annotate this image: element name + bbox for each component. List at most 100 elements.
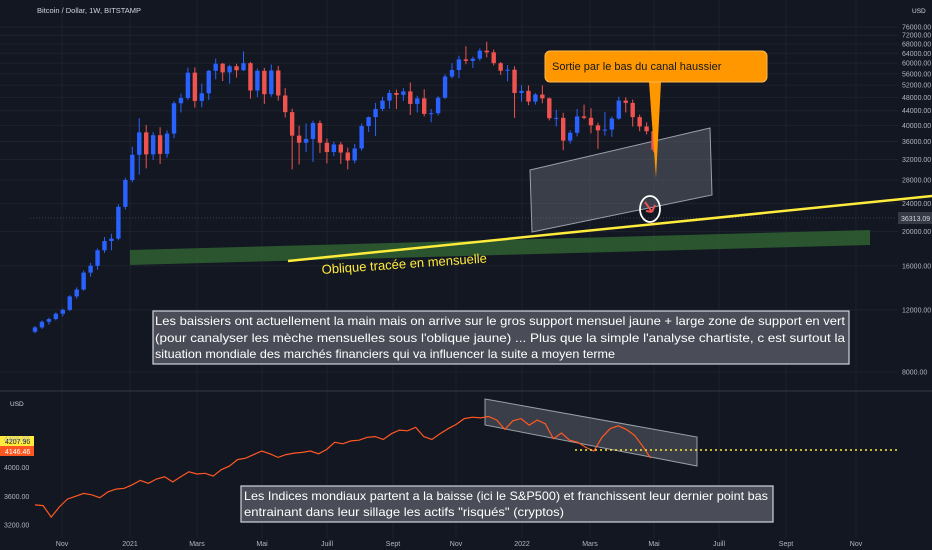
spx-scale-unit: USD <box>10 401 24 408</box>
candle <box>498 61 503 75</box>
candle <box>574 108 580 137</box>
candle <box>456 55 462 79</box>
candle <box>588 108 594 134</box>
candle <box>39 320 45 329</box>
grid-lines <box>0 0 898 538</box>
candle <box>255 68 260 98</box>
candle <box>150 131 156 161</box>
candle <box>123 177 128 210</box>
time-tick-label: Mai <box>256 541 268 548</box>
price-tick-label: 76000.00 <box>902 24 931 31</box>
price-tick-label: 24000.00 <box>902 201 931 208</box>
candle <box>338 141 343 164</box>
candle <box>609 116 615 137</box>
candle <box>178 93 184 113</box>
candle <box>595 122 601 149</box>
spx-current-badge-text: 4207.96 <box>5 439 30 446</box>
candle <box>519 85 524 102</box>
candle <box>491 49 496 66</box>
spx-note-box <box>240 485 774 523</box>
candle <box>276 66 281 101</box>
candle <box>317 120 323 153</box>
breakout-circle <box>639 195 661 223</box>
candle <box>88 262 93 277</box>
spx-tick-label: 4400.00 <box>4 436 29 443</box>
candle <box>463 46 469 65</box>
analysis-note-box <box>152 310 850 365</box>
candle <box>470 56 476 68</box>
spx-note-line-2: entrainant dans leur sillage les actifs … <box>244 506 564 519</box>
candle <box>401 88 406 101</box>
candle <box>331 141 337 157</box>
price-tick-label: 16000.00 <box>902 263 931 270</box>
candle <box>303 123 309 153</box>
price-tick-label: 12000.00 <box>902 307 931 314</box>
callout-text: Sortie par le bas du canal haussier <box>552 61 722 73</box>
price-pane[interactable]: Oblique tracée en mensuelle Sortie par l… <box>30 41 932 365</box>
time-tick-label: Juill <box>713 541 726 548</box>
candle <box>157 127 163 164</box>
spx-note-line-1: Les Indices mondiaux partent a la baisse… <box>244 490 768 503</box>
current-price-badge-text: 36313.09 <box>901 216 930 223</box>
candle <box>428 108 434 123</box>
candle <box>95 248 100 270</box>
price-tick-label: 48000.00 <box>902 95 931 102</box>
time-tick-label: Nov <box>450 541 463 548</box>
spx-scale-ticks: 3200.00 3600.00 4000.00 4400.00 <box>4 436 29 529</box>
price-tick-label: 56000.00 <box>902 71 931 78</box>
candle <box>359 123 364 151</box>
monthly-trendline[interactable] <box>287 194 932 263</box>
price-tick-label: 64000.00 <box>902 51 931 58</box>
time-axis[interactable]: Nov 2021 Mars Mai Juill Sept Nov 2022 Mars Mai Jui… <box>56 541 863 548</box>
candle <box>567 130 573 144</box>
candle <box>206 69 211 100</box>
candle <box>248 61 253 99</box>
candle <box>644 122 649 135</box>
candle <box>74 287 79 299</box>
candle <box>144 124 149 169</box>
candle <box>422 89 427 117</box>
candle <box>192 67 198 108</box>
candle <box>32 326 38 334</box>
callout-box <box>544 50 768 83</box>
candle <box>324 138 330 164</box>
candle <box>512 66 517 118</box>
price-scale-ticks: 8000.00 12000.00 16000.00 20000.00 24000.00 2… <box>902 24 931 376</box>
time-tick-label: Nov <box>850 541 863 548</box>
price-scale[interactable]: USD 8000.00 12000.00 16000.00 20000.00 24000… <box>898 8 932 377</box>
price-tick-label: 32000.00 <box>902 157 931 164</box>
time-tick-label: Mai <box>648 541 660 548</box>
candle <box>540 85 545 104</box>
spx-line <box>34 415 652 519</box>
candle <box>241 51 246 72</box>
symbol-title: Bitcoin / Dollar, 1W, BITSTAMP <box>37 6 141 15</box>
candle <box>484 41 489 58</box>
spx-current-badge <box>0 436 34 446</box>
spx-pane[interactable]: Les Indices mondiaux partent a la baisse… <box>34 398 898 523</box>
candle <box>394 89 399 109</box>
candle <box>477 48 482 61</box>
time-tick-label: Sept <box>779 541 793 548</box>
candle <box>46 317 52 325</box>
breakout-arrow <box>644 201 656 213</box>
candle <box>616 96 621 120</box>
time-tick-label: 2021 <box>122 541 138 548</box>
candle <box>283 88 288 118</box>
candle <box>505 64 510 82</box>
spx-secondary-badge <box>0 446 34 456</box>
candle <box>533 92 538 105</box>
candle <box>310 120 316 162</box>
candle <box>171 101 177 139</box>
candle <box>53 312 59 321</box>
price-tick-label: 28000.00 <box>902 177 931 184</box>
spx-tick-label: 3600.00 <box>4 494 29 501</box>
candle <box>561 112 566 151</box>
candle <box>185 67 191 100</box>
analysis-note-line-1: Les baissiers ont actuellement la main m… <box>155 315 846 328</box>
price-tick-label: 52000.00 <box>902 83 931 90</box>
time-tick-label: Mars <box>582 541 598 548</box>
candle <box>415 95 420 113</box>
candle <box>435 96 441 116</box>
candle <box>352 144 357 164</box>
